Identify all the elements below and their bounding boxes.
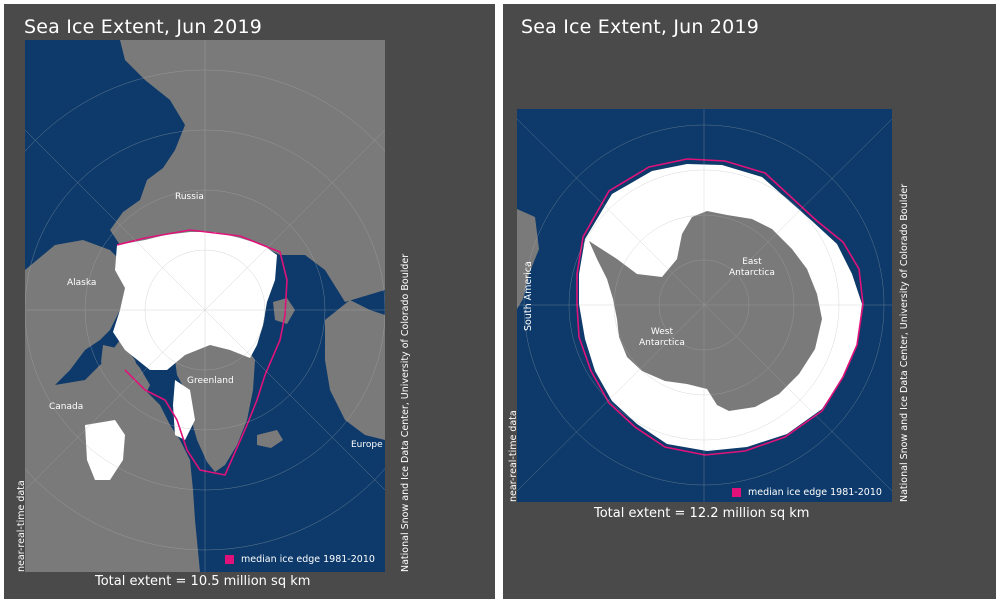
arctic-land-svalbard bbox=[273, 298, 295, 324]
antarctic-land-south-america bbox=[517, 209, 539, 309]
label-europe: Europe bbox=[351, 440, 383, 450]
antarctic-legend-label: median ice edge 1981-2010 bbox=[748, 487, 882, 498]
arctic-median-edge bbox=[116, 229, 288, 476]
arctic-sea-ice-hudson bbox=[85, 420, 125, 480]
label-alaska: Alaska bbox=[67, 278, 97, 288]
antarctic-map: South America East Antarctica West Antar… bbox=[517, 109, 892, 502]
arctic-sea-ice bbox=[113, 232, 277, 370]
arctic-legend-label: median ice edge 1981-2010 bbox=[241, 554, 375, 565]
arctic-land-scandinavia bbox=[325, 300, 385, 440]
arctic-land-greenland bbox=[175, 340, 255, 472]
label-canada: Canada bbox=[49, 402, 84, 412]
arctic-legend: median ice edge 1981-2010 bbox=[225, 554, 375, 565]
arctic-near-real-time-label: near-real-time data bbox=[16, 480, 27, 572]
arctic-land-alaska bbox=[25, 240, 127, 390]
antarctic-land-continent bbox=[589, 211, 822, 411]
arctic-panel: Sea Ice Extent, Jun 2019 bbox=[4, 4, 495, 599]
label-east-antarctica: East Antarctica bbox=[729, 257, 775, 279]
label-russia: Russia bbox=[175, 192, 204, 202]
arctic-credit-label: National Snow and Ice Data Center, Unive… bbox=[400, 253, 411, 572]
label-west-antarctica-line2: Antarctica bbox=[639, 338, 685, 348]
arctic-total-extent: Total extent = 10.5 million sq km bbox=[95, 574, 311, 589]
antarctic-median-edge bbox=[576, 158, 864, 456]
antarctic-panel: Sea Ice Extent, Jun 2019 Sou bbox=[503, 4, 996, 599]
median-edge-swatch bbox=[225, 555, 234, 564]
arctic-land-iceland bbox=[257, 430, 283, 448]
label-west-antarctica-line1: West bbox=[650, 327, 673, 337]
label-west-antarctica: West Antarctica bbox=[639, 327, 685, 349]
antarctic-legend: median ice edge 1981-2010 bbox=[732, 487, 882, 498]
antarctic-credit-label: National Snow and Ice Data Center, Unive… bbox=[899, 183, 910, 502]
arctic-title: Sea Ice Extent, Jun 2019 bbox=[24, 16, 263, 38]
antarctic-title: Sea Ice Extent, Jun 2019 bbox=[521, 16, 760, 38]
label-east-antarctica-line2: Antarctica bbox=[729, 268, 775, 278]
antarctic-total-extent: Total extent = 12.2 million sq km bbox=[594, 506, 810, 521]
median-edge-swatch bbox=[732, 488, 741, 497]
label-south-america: South America bbox=[523, 261, 534, 331]
arctic-land-islands bbox=[101, 345, 150, 400]
label-greenland: Greenland bbox=[187, 376, 234, 386]
antarctic-near-real-time-label: near-real-time data bbox=[508, 410, 519, 502]
arctic-map: Russia Alaska Canada Greenland Europe me… bbox=[25, 40, 385, 572]
label-east-antarctica-line1: East bbox=[742, 257, 762, 267]
